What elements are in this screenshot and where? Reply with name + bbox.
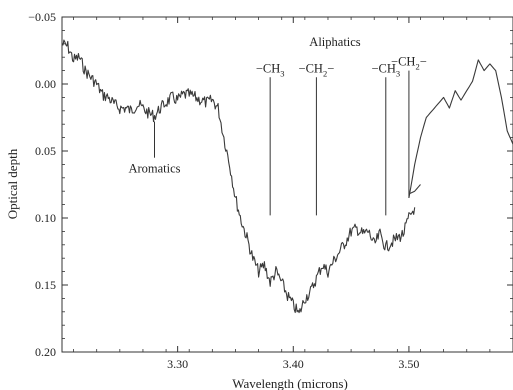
spectrum-line — [408, 59, 513, 198]
y-tick-label: 0.10 — [35, 211, 56, 225]
y-tick-label: −0.05 — [28, 10, 56, 24]
x-tick-label: 3.40 — [283, 357, 304, 371]
y-axis-title: Optical depth — [5, 148, 20, 219]
y-tick-label: 0.20 — [35, 345, 56, 359]
spectrum-line — [61, 39, 416, 314]
x-tick-label: 3.30 — [167, 357, 188, 371]
functional-group-label: −CH2− — [391, 55, 427, 72]
functional-group-label: −CH3 — [256, 61, 285, 78]
aromatics-label: Aromatics — [128, 162, 180, 176]
aliphatics-label: Aliphatics — [309, 35, 361, 49]
x-tick-label: 3.50 — [398, 357, 419, 371]
functional-group-label: −CH3 — [371, 61, 400, 78]
y-axis-ticks: −0.05 0.00 0.05 0.10 0.15 0.20 — [28, 10, 513, 359]
functional-group-label: −CH2− — [299, 61, 335, 78]
y-tick-label: 0.05 — [35, 144, 56, 158]
x-axis-ticks: 3.30 3.40 3.50 — [73, 17, 491, 371]
spectrum-line — [408, 184, 421, 195]
y-tick-label: 0.00 — [35, 77, 56, 91]
plot-frame — [61, 16, 513, 353]
y-tick-label: 0.15 — [35, 278, 56, 292]
annotation-layer: Aromatics−CH3 −CH2− −CH3−CH2− — [128, 55, 427, 216]
series-layer — [61, 39, 513, 314]
x-axis-title: Wavelength (microns) — [232, 376, 348, 390]
